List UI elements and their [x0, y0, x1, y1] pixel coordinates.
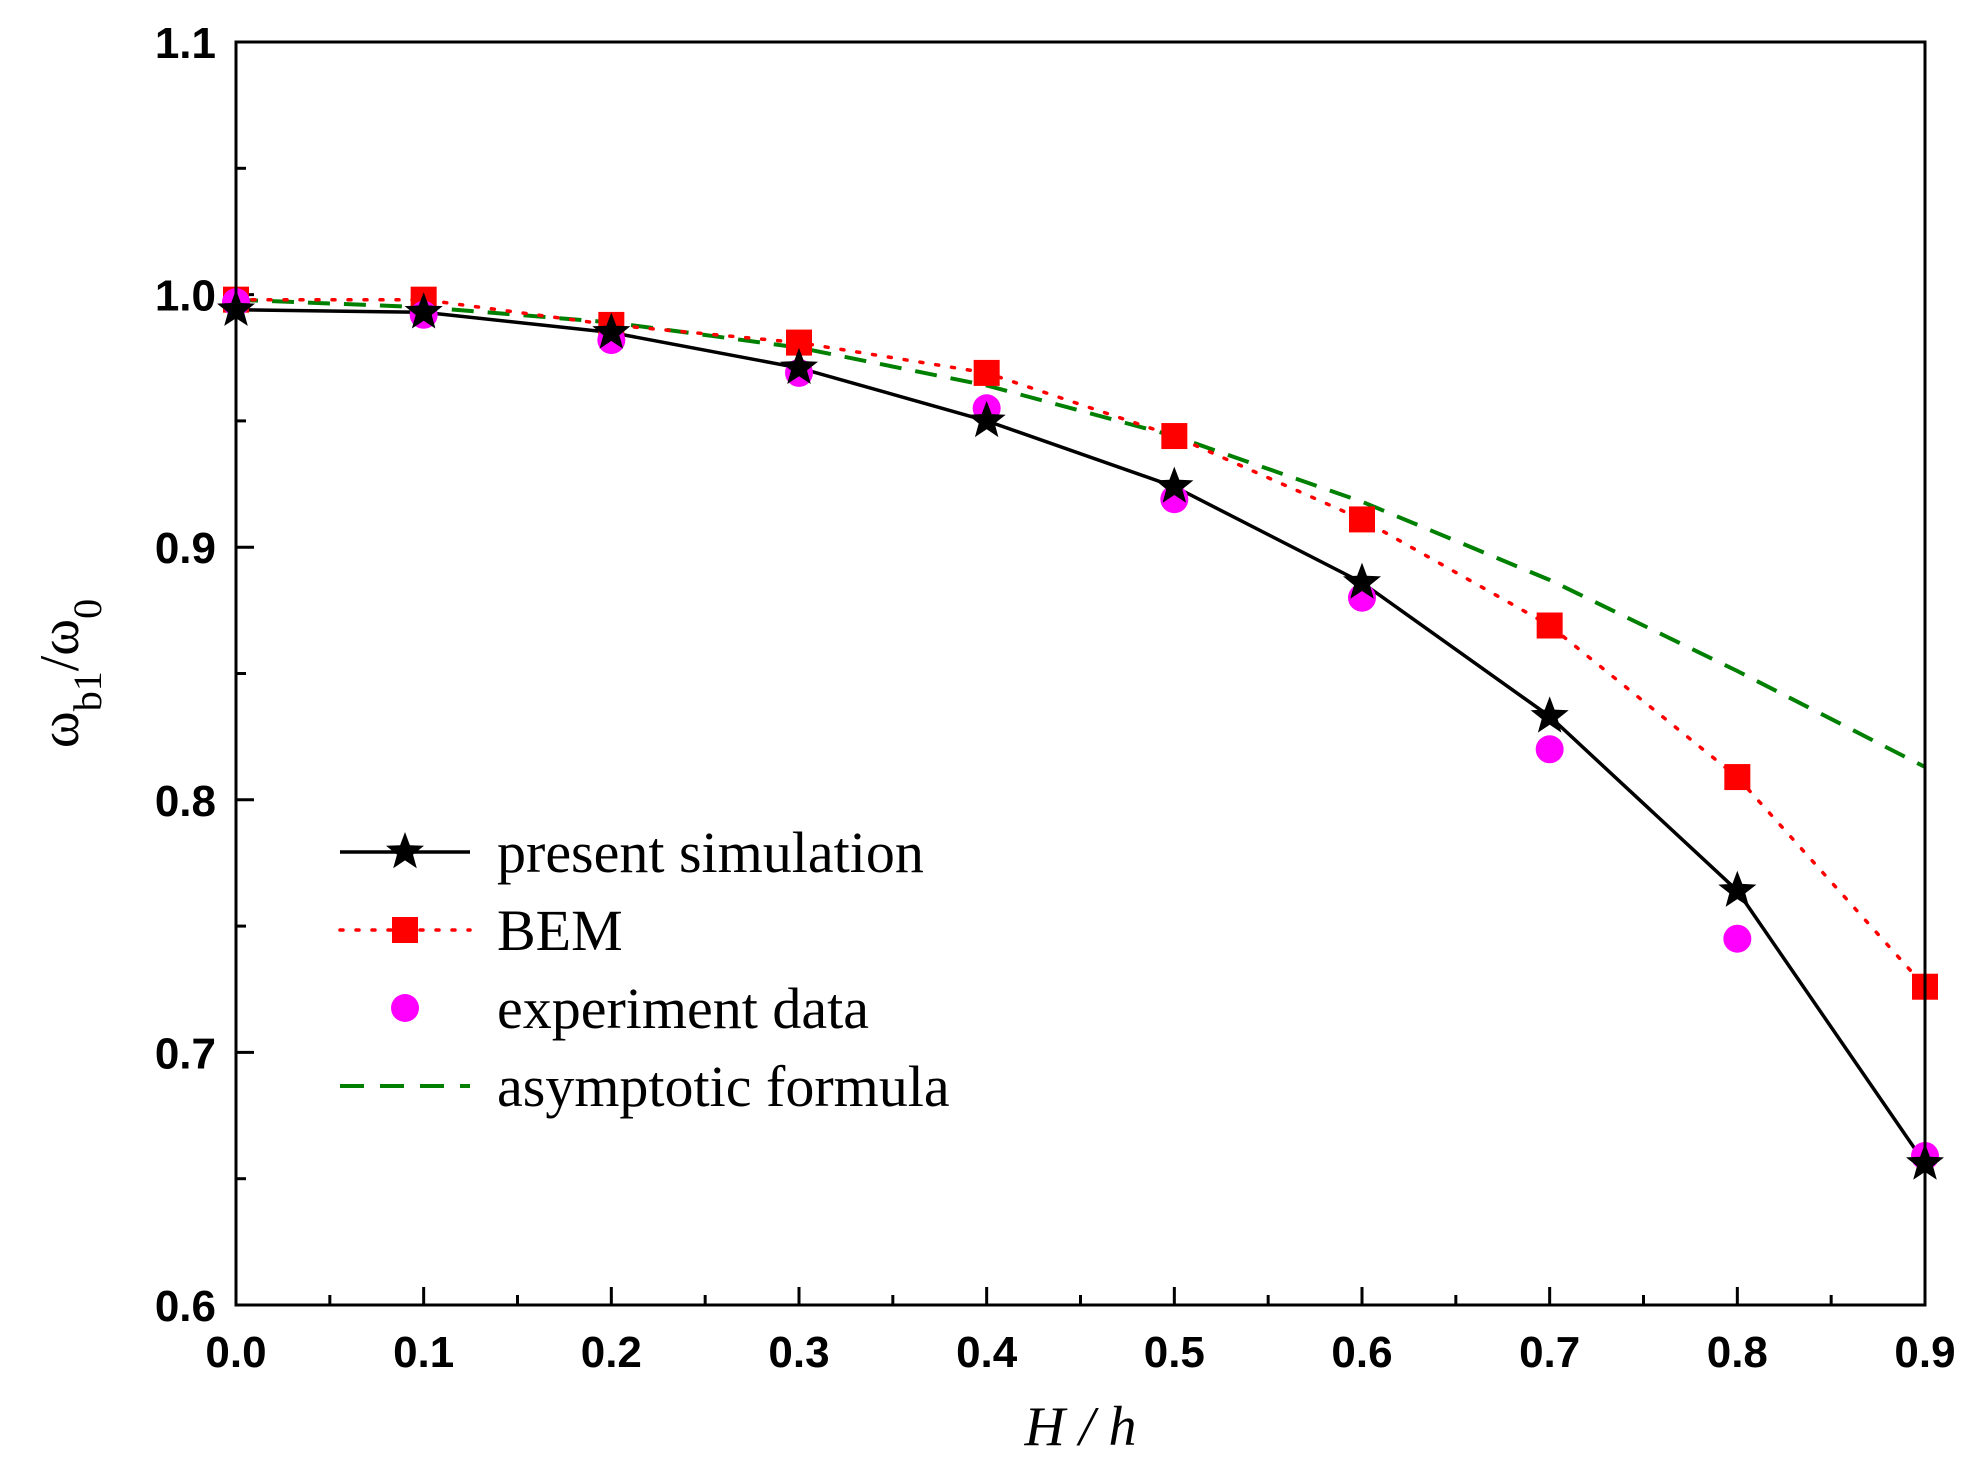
- y-tick-label: 0.9: [155, 524, 216, 573]
- simulation-star-marker: [1530, 696, 1569, 733]
- y-tick-label: 1.0: [155, 272, 216, 321]
- simulation-star-marker: [967, 400, 1006, 438]
- legend-star-marker: [386, 832, 424, 869]
- bem-marker: [1724, 764, 1751, 791]
- bem-marker: [1161, 423, 1188, 450]
- legend-item: present simulation: [340, 820, 924, 885]
- series-layer: [217, 286, 1944, 1180]
- series-line-present-simulation: [235, 308, 1927, 1165]
- series-line-bem: [234, 297, 1927, 989]
- simulation-star-marker: [592, 312, 631, 349]
- legend-item: asymptotic formula: [340, 1054, 950, 1119]
- experiment-marker: [1535, 735, 1564, 764]
- legend-circle-marker: [391, 994, 419, 1022]
- x-tick-label: 0.5: [1144, 1328, 1205, 1377]
- tick-labels-layer: 0.0 0.1 0.2 0.3 0.4 0.5 0.6 0.7 0.8 0.9 0.6 0.7 0.8 0…: [155, 19, 1956, 1377]
- x-tick-label: 0.2: [581, 1328, 642, 1377]
- simulation-star-marker: [404, 292, 443, 329]
- legend: present simulation BEM experiment data asym…: [338, 820, 950, 1119]
- simulation-star-marker: [1155, 466, 1194, 503]
- legend-label: present simulation: [497, 820, 924, 885]
- x-tick-label: 0.9: [1894, 1328, 1955, 1377]
- x-tick-label: 0.0: [205, 1328, 266, 1377]
- bem-marker: [1349, 506, 1375, 533]
- x-tick-label: 0.1: [393, 1328, 454, 1377]
- legend-label: experiment data: [497, 976, 869, 1041]
- legend-label: BEM: [497, 898, 623, 963]
- bem-marker: [973, 359, 1000, 386]
- simulation-star-marker: [1718, 870, 1757, 907]
- simulation-star-marker: [1343, 562, 1381, 599]
- x-tick-label: 0.6: [1331, 1328, 1392, 1377]
- legend-item: BEM: [338, 898, 623, 963]
- legend-item: experiment data: [391, 976, 869, 1041]
- legend-label: asymptotic formula: [497, 1054, 950, 1119]
- series-line-asymptotic-formula: [235, 297, 1926, 769]
- y-tick-label: 0.7: [155, 1029, 216, 1078]
- y-tick-label: 1.1: [155, 19, 216, 68]
- y-axis-title: ωb1/ω0: [29, 599, 110, 748]
- experiment-marker: [1723, 924, 1752, 953]
- ticks-layer: [234, 40, 1927, 1307]
- x-tick-label: 0.4: [956, 1328, 1018, 1377]
- plot-frame: [234, 40, 1927, 1307]
- bem-marker: [1536, 612, 1563, 639]
- legend-square-marker: [392, 917, 418, 943]
- x-axis-title: H / h: [1024, 1396, 1137, 1458]
- y-tick-label: 0.6: [155, 1282, 216, 1331]
- simulation-star-marker: [780, 347, 818, 384]
- y-tick-label: 0.8: [155, 777, 216, 826]
- x-tick-label: 0.8: [1707, 1328, 1768, 1377]
- x-tick-label: 0.7: [1519, 1328, 1580, 1377]
- x-tick-label: 0.3: [768, 1328, 829, 1377]
